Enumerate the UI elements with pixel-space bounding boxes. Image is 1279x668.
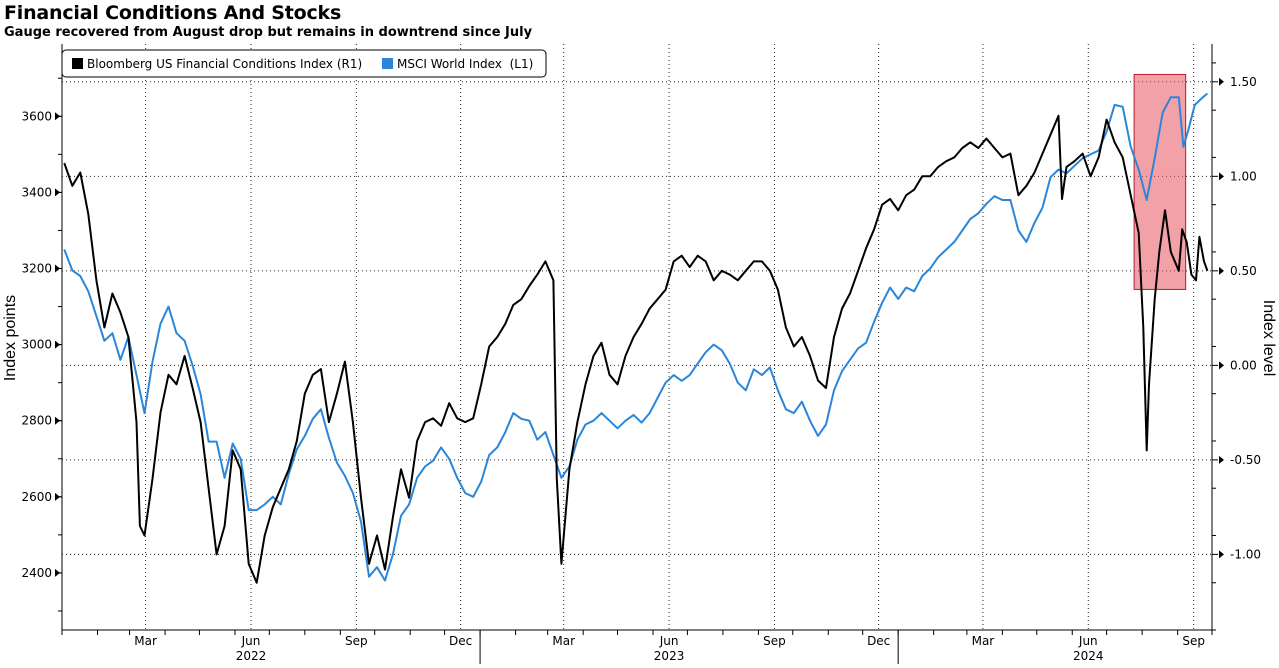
y-right-tick-label: -0.50 [1230,453,1261,467]
y-left-tick-label: 2600 [21,490,52,504]
grid-lines [62,44,1212,630]
y-right-tick-marker [1219,361,1224,370]
y-left-tick-marker [55,568,60,577]
y-right-tick-marker [1219,455,1224,464]
x-tick-label: Dec [867,634,890,648]
legend-swatch-fci [72,58,83,69]
y-left-tick-label: 3200 [21,262,52,276]
year-label: 2024 [1073,649,1104,663]
legend: Bloomberg US Financial Conditions Index … [61,49,547,78]
y-right-tick-marker [1219,172,1224,181]
series-line-msci [63,92,1209,582]
legend-label-msci: MSCI World Index (L1) [397,57,533,71]
series-layer [63,92,1209,584]
year-label: 2023 [654,649,685,663]
x-tick-label: Jun [241,634,261,648]
x-tick-label: Dec [449,634,472,648]
year-label: 2022 [236,649,267,663]
x-tick-label: Jun [1078,634,1098,648]
y-left-tick-label: 2400 [21,566,52,580]
legend-box [61,49,547,78]
chart-subtitle: Gauge recovered from August drop but rem… [4,25,533,40]
y-right-tick-label: -1.00 [1230,547,1261,561]
y-left-tick-label: 2800 [21,414,52,428]
y-right-tick-marker [1219,550,1224,559]
y-right-tick-label: 1.00 [1230,169,1257,183]
plot-frame [62,44,1212,630]
y-left-tick-marker [55,416,60,425]
y-left-tick-label: 3600 [21,109,52,123]
y-axis-right-label: Index level [1260,300,1277,377]
y-left-tick-label: 3400 [21,185,52,199]
y-left-tick-marker [55,112,60,121]
series-line-fci [63,114,1209,584]
x-tick-label: Mar [552,634,575,648]
x-tick-label: Sep [763,634,786,648]
y-left-tick-label: 3000 [21,338,52,352]
y-right-tick-label: 1.50 [1230,75,1257,89]
x-tick-label: Jun [659,634,679,648]
y-left-tick-marker [55,340,60,349]
y-right-tick-marker [1219,77,1224,86]
y-right-tick-marker [1219,266,1224,275]
y-left-tick-marker [55,188,60,197]
legend-swatch-msci [382,58,393,69]
legend-label-fci: Bloomberg US Financial Conditions Index … [87,57,362,71]
x-tick-label: Mar [972,634,995,648]
chart-title: Financial Conditions And Stocks [4,2,342,24]
y-right-tick-label: 0.50 [1230,264,1257,278]
y-right-tick-label: 0.00 [1230,358,1257,372]
axis-layer: -1.00 -0.50 0.00 0.50 1.00 1.50 2400 2600 2800 30… [21,44,1261,664]
y-left-tick-marker [55,264,60,273]
y-left-tick-marker [55,492,60,501]
x-tick-label: Sep [1182,634,1205,648]
y-axis-left-label: Index points [2,295,19,381]
x-tick-label: Mar [134,634,157,648]
x-tick-label: Sep [345,634,368,648]
